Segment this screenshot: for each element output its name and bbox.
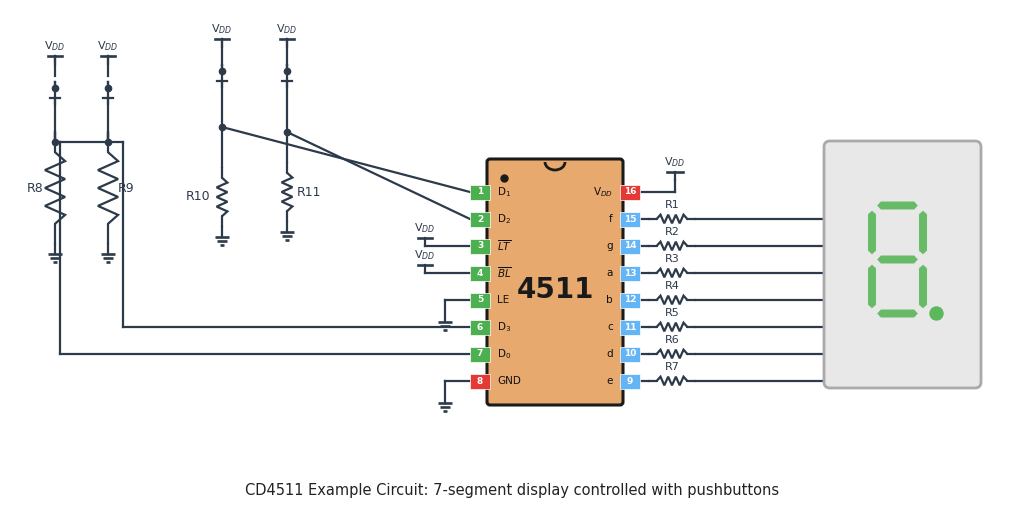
Text: D$_1$: D$_1$	[497, 185, 511, 199]
Text: 4511: 4511	[516, 276, 594, 304]
Text: e: e	[833, 376, 840, 386]
Text: V$_{DD}$: V$_{DD}$	[593, 185, 613, 199]
Text: R6: R6	[665, 335, 679, 345]
Text: GND: GND	[497, 376, 521, 386]
Text: a: a	[833, 268, 840, 278]
Text: 10: 10	[624, 350, 636, 358]
Bar	[470, 347, 490, 361]
Text: R3: R3	[665, 254, 679, 264]
Text: V$_{DD}$: V$_{DD}$	[665, 155, 686, 169]
Text: LE: LE	[497, 295, 509, 305]
Bar	[620, 266, 640, 281]
Text: f: f	[609, 214, 613, 224]
Polygon shape	[877, 255, 919, 264]
Bar	[620, 239, 640, 253]
Bar	[470, 266, 490, 281]
Text: D$_2$: D$_2$	[497, 212, 511, 226]
Bar	[620, 211, 640, 226]
Text: c: c	[833, 322, 839, 332]
Text: R8: R8	[27, 181, 43, 195]
Bar	[470, 292, 490, 308]
Bar	[470, 373, 490, 389]
Text: 11: 11	[624, 323, 636, 331]
Text: R11: R11	[297, 185, 322, 199]
Bar	[470, 239, 490, 253]
Circle shape	[930, 307, 943, 320]
Text: 13: 13	[624, 268, 636, 278]
Text: c: c	[607, 322, 613, 332]
Bar	[620, 347, 640, 361]
Text: f: f	[833, 214, 837, 224]
FancyBboxPatch shape	[824, 141, 981, 388]
Text: g: g	[833, 241, 840, 251]
Bar	[470, 319, 490, 334]
Bar	[620, 184, 640, 200]
Text: V$_{DD}$: V$_{DD}$	[276, 22, 298, 36]
Text: 14: 14	[624, 242, 636, 250]
Text: b: b	[606, 295, 613, 305]
Polygon shape	[919, 210, 928, 255]
Text: V$_{DD}$: V$_{DD}$	[44, 39, 66, 53]
Text: 8: 8	[477, 376, 483, 386]
Text: d: d	[606, 349, 613, 359]
Text: V$_{DD}$: V$_{DD}$	[415, 248, 435, 262]
Text: g: g	[606, 241, 613, 251]
Polygon shape	[867, 264, 877, 309]
Text: 9: 9	[627, 376, 633, 386]
Polygon shape	[877, 309, 919, 318]
Bar	[470, 184, 490, 200]
Text: R10: R10	[185, 190, 210, 203]
Text: $\overline{LT}$: $\overline{LT}$	[497, 239, 512, 253]
Text: R1: R1	[665, 200, 679, 210]
Bar	[620, 319, 640, 334]
Text: 5: 5	[477, 295, 483, 305]
Polygon shape	[867, 210, 877, 255]
Text: V$_{DD}$: V$_{DD}$	[415, 221, 435, 235]
Text: R5: R5	[665, 308, 679, 318]
Text: e: e	[606, 376, 613, 386]
Bar	[620, 373, 640, 389]
Text: R9: R9	[118, 181, 134, 195]
Text: 12: 12	[624, 295, 636, 305]
Text: CD4511 Example Circuit: 7-segment display controlled with pushbuttons: CD4511 Example Circuit: 7-segment displa…	[245, 483, 779, 498]
Text: 6: 6	[477, 323, 483, 331]
Polygon shape	[877, 201, 919, 210]
Text: $\overline{BL}$: $\overline{BL}$	[497, 266, 512, 281]
FancyBboxPatch shape	[487, 159, 623, 405]
Text: 3: 3	[477, 242, 483, 250]
Polygon shape	[919, 264, 928, 309]
Text: V$_{DD}$: V$_{DD}$	[211, 22, 232, 36]
Text: R7: R7	[665, 362, 680, 372]
Text: 2: 2	[477, 215, 483, 224]
Text: D$_3$: D$_3$	[497, 320, 511, 334]
Text: d: d	[833, 349, 840, 359]
Text: R4: R4	[665, 281, 680, 291]
Text: V$_{DD}$: V$_{DD}$	[97, 39, 119, 53]
Text: a: a	[606, 268, 613, 278]
Text: D$_0$: D$_0$	[497, 347, 511, 361]
Text: 16: 16	[624, 187, 636, 197]
Text: 1: 1	[477, 187, 483, 197]
Text: 4: 4	[477, 268, 483, 278]
Bar	[470, 211, 490, 226]
Bar	[620, 292, 640, 308]
Text: b: b	[833, 295, 840, 305]
Text: 15: 15	[624, 215, 636, 224]
Text: R2: R2	[665, 227, 680, 237]
Text: 7: 7	[477, 350, 483, 358]
